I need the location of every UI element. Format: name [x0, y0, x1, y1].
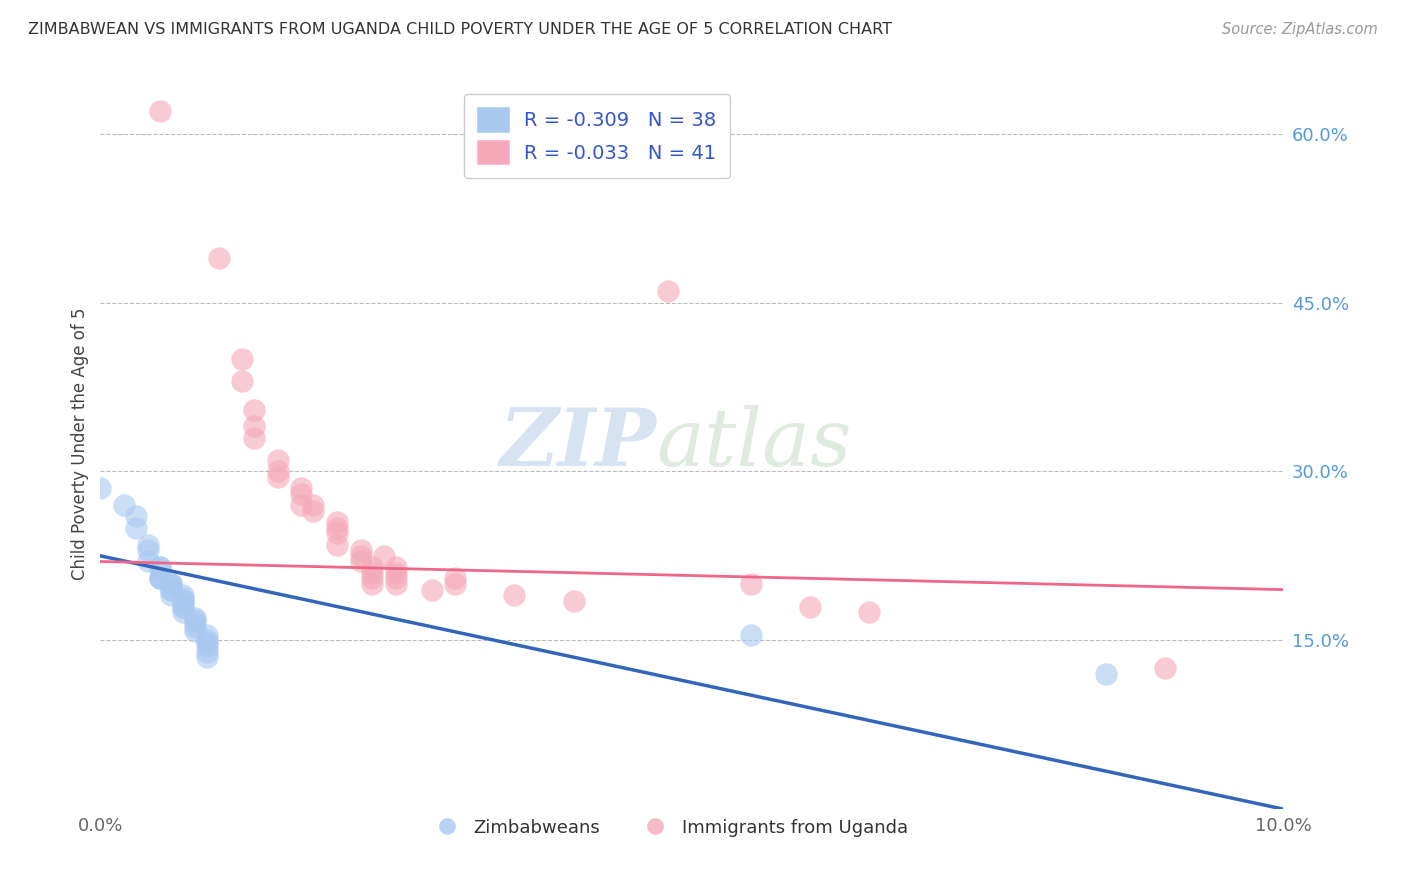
- Point: [267, 453, 290, 467]
- Point: [125, 521, 148, 535]
- Point: [267, 465, 290, 479]
- Point: [290, 481, 312, 495]
- Point: [373, 549, 395, 563]
- Point: [562, 594, 585, 608]
- Point: [349, 554, 371, 568]
- Point: [136, 538, 159, 552]
- Point: [195, 627, 218, 641]
- Point: [184, 624, 207, 639]
- Point: [349, 543, 371, 558]
- Point: [195, 650, 218, 665]
- Point: [1154, 661, 1177, 675]
- Point: [290, 487, 312, 501]
- Point: [326, 526, 349, 541]
- Point: [184, 613, 207, 627]
- Point: [195, 633, 218, 648]
- Point: [148, 560, 170, 574]
- Point: [361, 577, 384, 591]
- Point: [361, 560, 384, 574]
- Legend: Zimbabweans, Immigrants from Uganda: Zimbabweans, Immigrants from Uganda: [422, 812, 915, 844]
- Point: [184, 611, 207, 625]
- Point: [361, 571, 384, 585]
- Point: [858, 605, 880, 619]
- Point: [125, 509, 148, 524]
- Y-axis label: Child Poverty Under the Age of 5: Child Poverty Under the Age of 5: [72, 307, 89, 580]
- Point: [503, 588, 526, 602]
- Point: [740, 627, 762, 641]
- Point: [740, 577, 762, 591]
- Point: [89, 481, 111, 495]
- Point: [160, 577, 183, 591]
- Point: [148, 104, 170, 119]
- Point: [385, 566, 408, 580]
- Point: [444, 577, 467, 591]
- Point: [148, 571, 170, 585]
- Point: [172, 591, 194, 605]
- Point: [208, 251, 231, 265]
- Point: [349, 549, 371, 563]
- Point: [184, 616, 207, 631]
- Point: [243, 419, 266, 434]
- Point: [657, 285, 679, 299]
- Point: [326, 515, 349, 529]
- Point: [1095, 667, 1118, 681]
- Point: [444, 571, 467, 585]
- Point: [195, 635, 218, 649]
- Text: Source: ZipAtlas.com: Source: ZipAtlas.com: [1222, 22, 1378, 37]
- Text: ZIMBABWEAN VS IMMIGRANTS FROM UGANDA CHILD POVERTY UNDER THE AGE OF 5 CORRELATIO: ZIMBABWEAN VS IMMIGRANTS FROM UGANDA CHI…: [28, 22, 893, 37]
- Text: atlas: atlas: [657, 405, 852, 482]
- Point: [243, 431, 266, 445]
- Point: [172, 594, 194, 608]
- Point: [195, 644, 218, 658]
- Point: [172, 599, 194, 614]
- Point: [361, 566, 384, 580]
- Text: ZIP: ZIP: [499, 405, 657, 482]
- Point: [231, 351, 253, 366]
- Point: [799, 599, 821, 614]
- Point: [160, 582, 183, 597]
- Point: [385, 577, 408, 591]
- Point: [385, 571, 408, 585]
- Point: [172, 588, 194, 602]
- Point: [148, 571, 170, 585]
- Point: [184, 620, 207, 634]
- Point: [420, 582, 443, 597]
- Point: [195, 639, 218, 653]
- Point: [302, 498, 325, 512]
- Point: [148, 560, 170, 574]
- Point: [172, 594, 194, 608]
- Point: [160, 582, 183, 597]
- Point: [172, 599, 194, 614]
- Point: [160, 588, 183, 602]
- Point: [231, 375, 253, 389]
- Point: [290, 498, 312, 512]
- Point: [136, 554, 159, 568]
- Point: [267, 470, 290, 484]
- Point: [160, 577, 183, 591]
- Point: [302, 504, 325, 518]
- Point: [136, 543, 159, 558]
- Point: [243, 402, 266, 417]
- Point: [148, 571, 170, 585]
- Point: [326, 538, 349, 552]
- Point: [160, 577, 183, 591]
- Point: [326, 521, 349, 535]
- Point: [172, 605, 194, 619]
- Point: [385, 560, 408, 574]
- Point: [112, 498, 135, 512]
